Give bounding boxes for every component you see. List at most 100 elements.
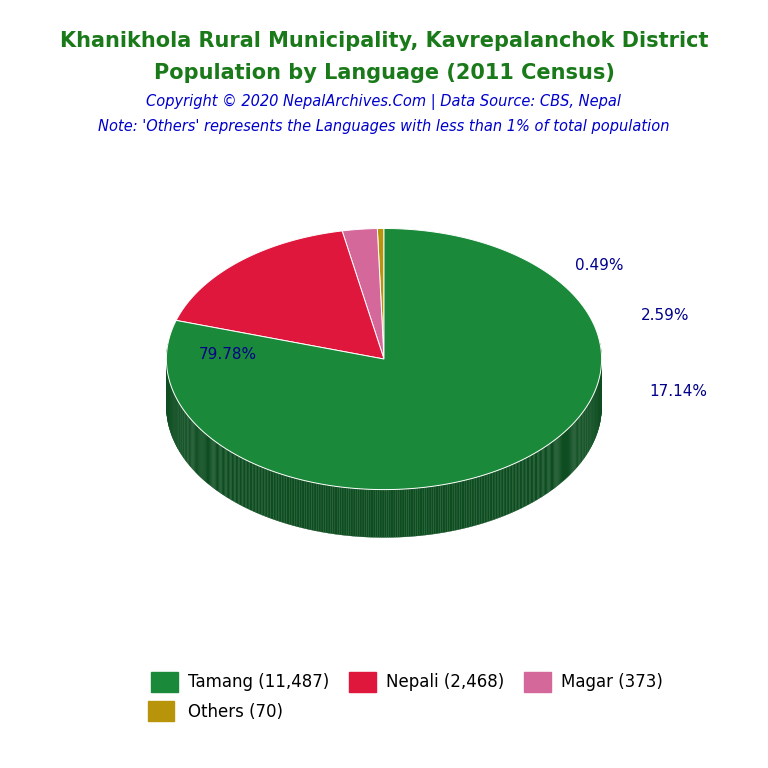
Polygon shape	[417, 488, 419, 536]
Polygon shape	[548, 444, 550, 492]
Polygon shape	[502, 468, 503, 517]
Polygon shape	[500, 468, 502, 517]
Polygon shape	[466, 479, 468, 528]
Polygon shape	[217, 442, 218, 492]
Polygon shape	[405, 489, 406, 537]
Polygon shape	[272, 471, 273, 519]
Polygon shape	[550, 443, 551, 492]
Polygon shape	[569, 427, 570, 475]
Polygon shape	[214, 441, 216, 490]
Polygon shape	[442, 485, 444, 533]
Polygon shape	[505, 467, 506, 515]
Polygon shape	[208, 435, 209, 485]
Polygon shape	[538, 450, 540, 498]
Polygon shape	[352, 488, 354, 536]
Polygon shape	[283, 475, 285, 523]
Polygon shape	[322, 484, 323, 532]
Polygon shape	[223, 447, 224, 495]
Polygon shape	[363, 489, 365, 537]
Polygon shape	[554, 439, 555, 488]
Polygon shape	[497, 470, 498, 518]
Polygon shape	[462, 481, 463, 529]
Polygon shape	[229, 451, 230, 499]
Polygon shape	[263, 468, 264, 516]
Polygon shape	[258, 465, 260, 514]
Polygon shape	[222, 446, 223, 495]
Polygon shape	[282, 474, 283, 522]
Polygon shape	[465, 480, 466, 528]
Polygon shape	[343, 229, 384, 359]
Polygon shape	[565, 431, 566, 479]
Polygon shape	[255, 465, 257, 513]
Polygon shape	[248, 461, 250, 509]
Polygon shape	[333, 486, 334, 534]
Legend: Others (70): Others (70)	[141, 695, 290, 727]
Polygon shape	[338, 487, 339, 535]
Polygon shape	[313, 482, 315, 531]
Polygon shape	[320, 484, 322, 532]
Polygon shape	[240, 457, 241, 505]
Polygon shape	[449, 483, 451, 531]
Polygon shape	[498, 469, 500, 518]
Text: Copyright © 2020 NepalArchives.Com | Data Source: CBS, Nepal: Copyright © 2020 NepalArchives.Com | Dat…	[147, 94, 621, 110]
Text: Khanikhola Rural Municipality, Kavrepalanchok District: Khanikhola Rural Municipality, Kavrepala…	[60, 31, 708, 51]
Polygon shape	[323, 485, 326, 533]
Polygon shape	[524, 458, 525, 507]
Polygon shape	[398, 489, 399, 538]
Polygon shape	[327, 485, 329, 533]
Polygon shape	[331, 485, 333, 534]
Polygon shape	[267, 469, 269, 518]
Polygon shape	[410, 488, 412, 537]
Polygon shape	[233, 453, 234, 502]
Polygon shape	[176, 231, 384, 359]
Text: Population by Language (2011 Census): Population by Language (2011 Census)	[154, 63, 614, 83]
Polygon shape	[575, 420, 576, 469]
Polygon shape	[518, 461, 520, 510]
Polygon shape	[366, 489, 369, 537]
Polygon shape	[480, 476, 482, 525]
Polygon shape	[579, 416, 580, 465]
Polygon shape	[266, 468, 267, 517]
Polygon shape	[459, 481, 462, 529]
Polygon shape	[521, 460, 522, 508]
Polygon shape	[251, 462, 253, 511]
Polygon shape	[247, 460, 248, 509]
Polygon shape	[437, 485, 439, 534]
Polygon shape	[396, 489, 398, 538]
Polygon shape	[260, 466, 261, 515]
Polygon shape	[270, 471, 272, 519]
Polygon shape	[509, 465, 511, 514]
Polygon shape	[536, 452, 538, 500]
Polygon shape	[377, 489, 379, 538]
Polygon shape	[385, 489, 386, 538]
Polygon shape	[253, 463, 254, 511]
Polygon shape	[341, 487, 343, 535]
Polygon shape	[204, 432, 205, 481]
Polygon shape	[531, 455, 532, 503]
Polygon shape	[566, 429, 567, 478]
Polygon shape	[199, 428, 200, 476]
Polygon shape	[220, 445, 222, 494]
Text: 17.14%: 17.14%	[650, 384, 707, 399]
Polygon shape	[192, 420, 193, 469]
Polygon shape	[419, 488, 421, 536]
Polygon shape	[478, 476, 480, 525]
Polygon shape	[495, 471, 497, 519]
Polygon shape	[291, 477, 293, 525]
Polygon shape	[470, 478, 472, 527]
Polygon shape	[406, 488, 409, 537]
Polygon shape	[428, 487, 430, 535]
Polygon shape	[445, 484, 448, 532]
Polygon shape	[276, 472, 278, 521]
Polygon shape	[559, 436, 560, 485]
Polygon shape	[264, 468, 266, 517]
Polygon shape	[512, 464, 514, 512]
Polygon shape	[546, 445, 548, 494]
Polygon shape	[414, 488, 415, 536]
Polygon shape	[567, 429, 568, 478]
Polygon shape	[285, 475, 286, 524]
Polygon shape	[572, 424, 573, 473]
Polygon shape	[441, 485, 442, 533]
Polygon shape	[350, 488, 352, 536]
Polygon shape	[354, 488, 356, 536]
